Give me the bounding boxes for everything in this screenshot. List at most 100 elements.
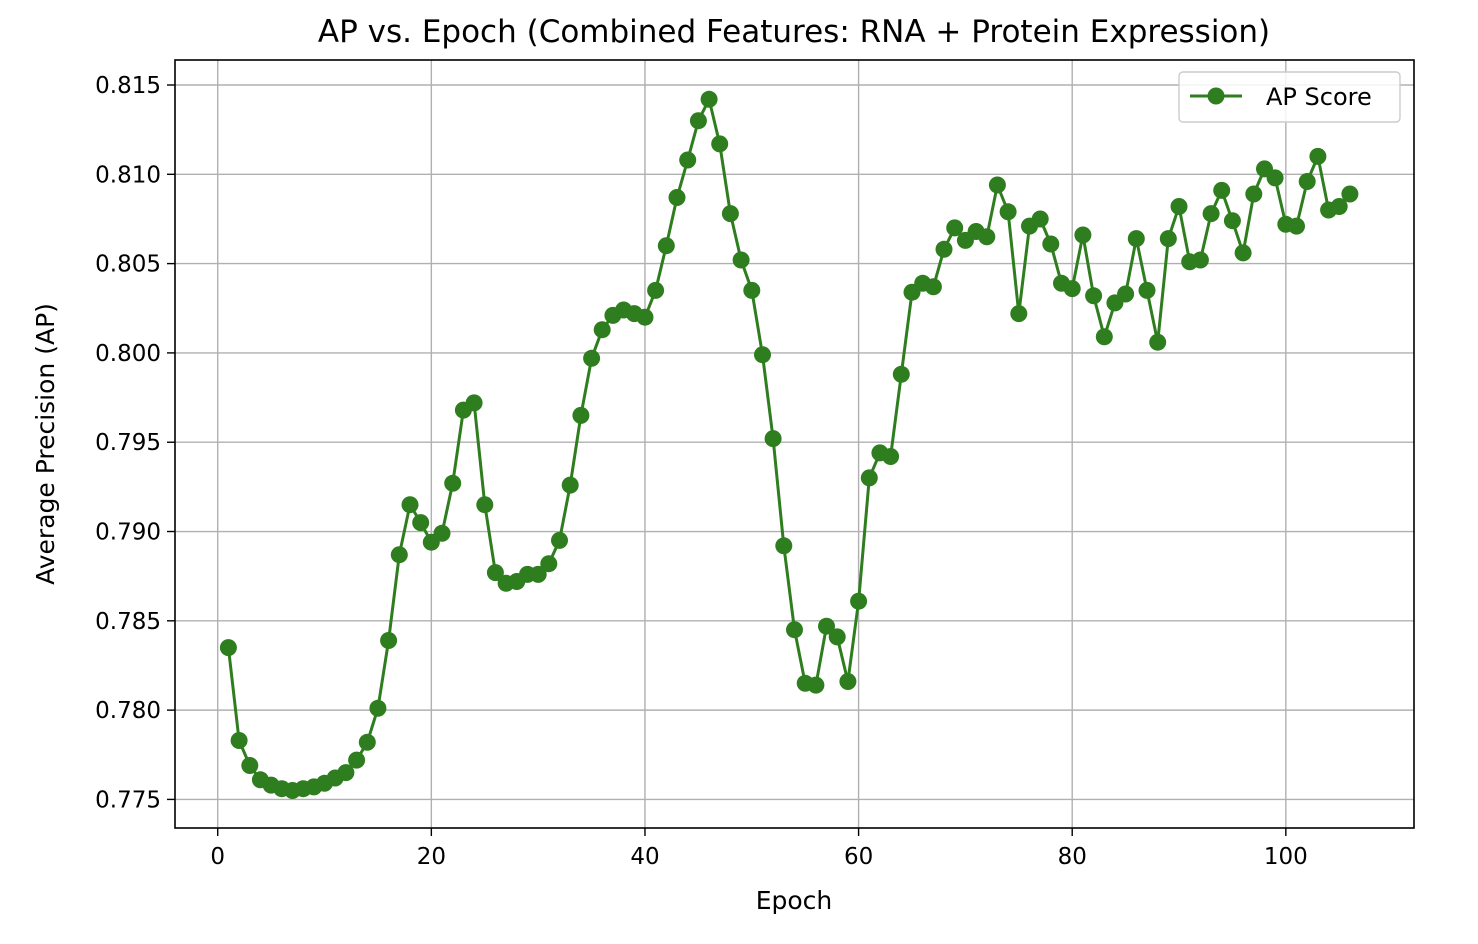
y-axis-ticks: 0.775 0.780 0.785 0.790 0.795 0.800 0.805 0.810… xyxy=(95,73,175,813)
data-point xyxy=(657,237,675,255)
data-point xyxy=(337,764,355,782)
x-tick-label: 40 xyxy=(630,844,659,870)
data-point xyxy=(551,531,568,549)
legend-box xyxy=(1178,71,1401,123)
y-tick-label: 0.790 xyxy=(95,520,161,546)
data-point xyxy=(935,240,953,258)
data-point xyxy=(412,514,430,532)
data-point xyxy=(1191,251,1209,269)
data-point xyxy=(999,203,1017,221)
data-point xyxy=(219,639,237,657)
data-point xyxy=(764,430,782,448)
data-point xyxy=(689,112,707,130)
data-point xyxy=(1159,230,1177,248)
data-point xyxy=(380,632,398,649)
data-point xyxy=(348,751,366,769)
chart-title: AP vs. Epoch (Combined Features: RNA + P… xyxy=(318,14,1270,50)
data-point xyxy=(721,205,739,223)
y-tick-label: 0.780 xyxy=(95,698,161,724)
data-point xyxy=(882,448,900,465)
data-point xyxy=(433,524,451,542)
data-point xyxy=(486,564,504,582)
data-point xyxy=(818,617,835,635)
data-point xyxy=(1223,212,1241,230)
data-point xyxy=(1309,147,1327,165)
data-point xyxy=(828,628,846,646)
data-point xyxy=(1042,235,1060,253)
data-point xyxy=(1170,198,1188,215)
data-point xyxy=(924,278,942,296)
series-line-ap-score xyxy=(226,97,1352,792)
data-point xyxy=(572,406,590,424)
data-point xyxy=(807,676,825,694)
data-point xyxy=(390,546,408,564)
data-point xyxy=(892,365,910,383)
data-point xyxy=(636,308,654,326)
data-point xyxy=(988,176,1006,194)
data-point xyxy=(679,151,697,169)
data-point xyxy=(593,321,611,339)
data-point xyxy=(561,476,579,494)
data-point xyxy=(358,733,376,751)
data-point xyxy=(1063,280,1081,298)
y-tick-label: 0.800 xyxy=(95,341,161,367)
x-tick-label: 80 xyxy=(1058,844,1087,870)
y-axis-label: Average Precision (AP) xyxy=(31,303,60,585)
data-point xyxy=(1138,281,1156,299)
x-tick-label: 0 xyxy=(210,844,225,870)
data-point xyxy=(1202,205,1220,223)
data-point xyxy=(850,592,868,610)
data-point xyxy=(1341,185,1359,203)
data-point xyxy=(241,757,259,774)
data-point xyxy=(1298,173,1316,190)
data-point xyxy=(711,135,729,153)
data-point xyxy=(1288,217,1305,235)
data-point xyxy=(647,281,665,299)
data-point xyxy=(1085,287,1103,305)
data-point xyxy=(1266,169,1284,187)
y-tick-label: 0.815 xyxy=(95,73,161,99)
data-point xyxy=(1031,210,1049,228)
data-point xyxy=(946,219,964,237)
y-tick-label: 0.795 xyxy=(95,430,161,456)
data-point xyxy=(1095,328,1113,346)
data-point xyxy=(775,537,793,555)
data-point xyxy=(1245,185,1263,203)
data-point xyxy=(1234,244,1252,262)
series-layer xyxy=(219,90,1359,799)
data-point xyxy=(743,281,761,299)
data-point xyxy=(583,349,601,367)
data-point xyxy=(529,565,547,583)
data-point xyxy=(230,732,248,749)
data-point xyxy=(860,469,878,487)
y-tick-label: 0.810 xyxy=(95,162,161,188)
data-point xyxy=(444,474,462,492)
data-point xyxy=(1213,181,1231,199)
data-point xyxy=(465,394,483,412)
y-tick-label: 0.775 xyxy=(95,787,161,813)
data-point xyxy=(1010,305,1028,323)
x-tick-label: 20 xyxy=(417,844,446,870)
legend: AP Score xyxy=(1178,71,1401,123)
data-point xyxy=(839,673,857,690)
data-point xyxy=(732,251,750,269)
data-point xyxy=(700,90,718,108)
x-tick-label: 100 xyxy=(1264,844,1308,870)
legend-marker-swatch xyxy=(1207,87,1225,105)
x-axis-ticks: 0 20 40 60 80 100 xyxy=(210,828,1308,870)
y-tick-label: 0.785 xyxy=(95,609,161,635)
data-point xyxy=(1330,198,1348,215)
data-point xyxy=(401,496,419,514)
plot-frame xyxy=(174,59,1415,829)
x-tick-label: 60 xyxy=(844,844,873,870)
data-point xyxy=(668,189,686,206)
data-point xyxy=(978,228,996,246)
data-point xyxy=(1117,285,1135,303)
data-point xyxy=(1074,226,1092,244)
y-tick-label: 0.805 xyxy=(95,252,161,278)
data-point xyxy=(754,346,771,364)
data-point xyxy=(476,496,494,514)
data-point xyxy=(540,555,558,573)
